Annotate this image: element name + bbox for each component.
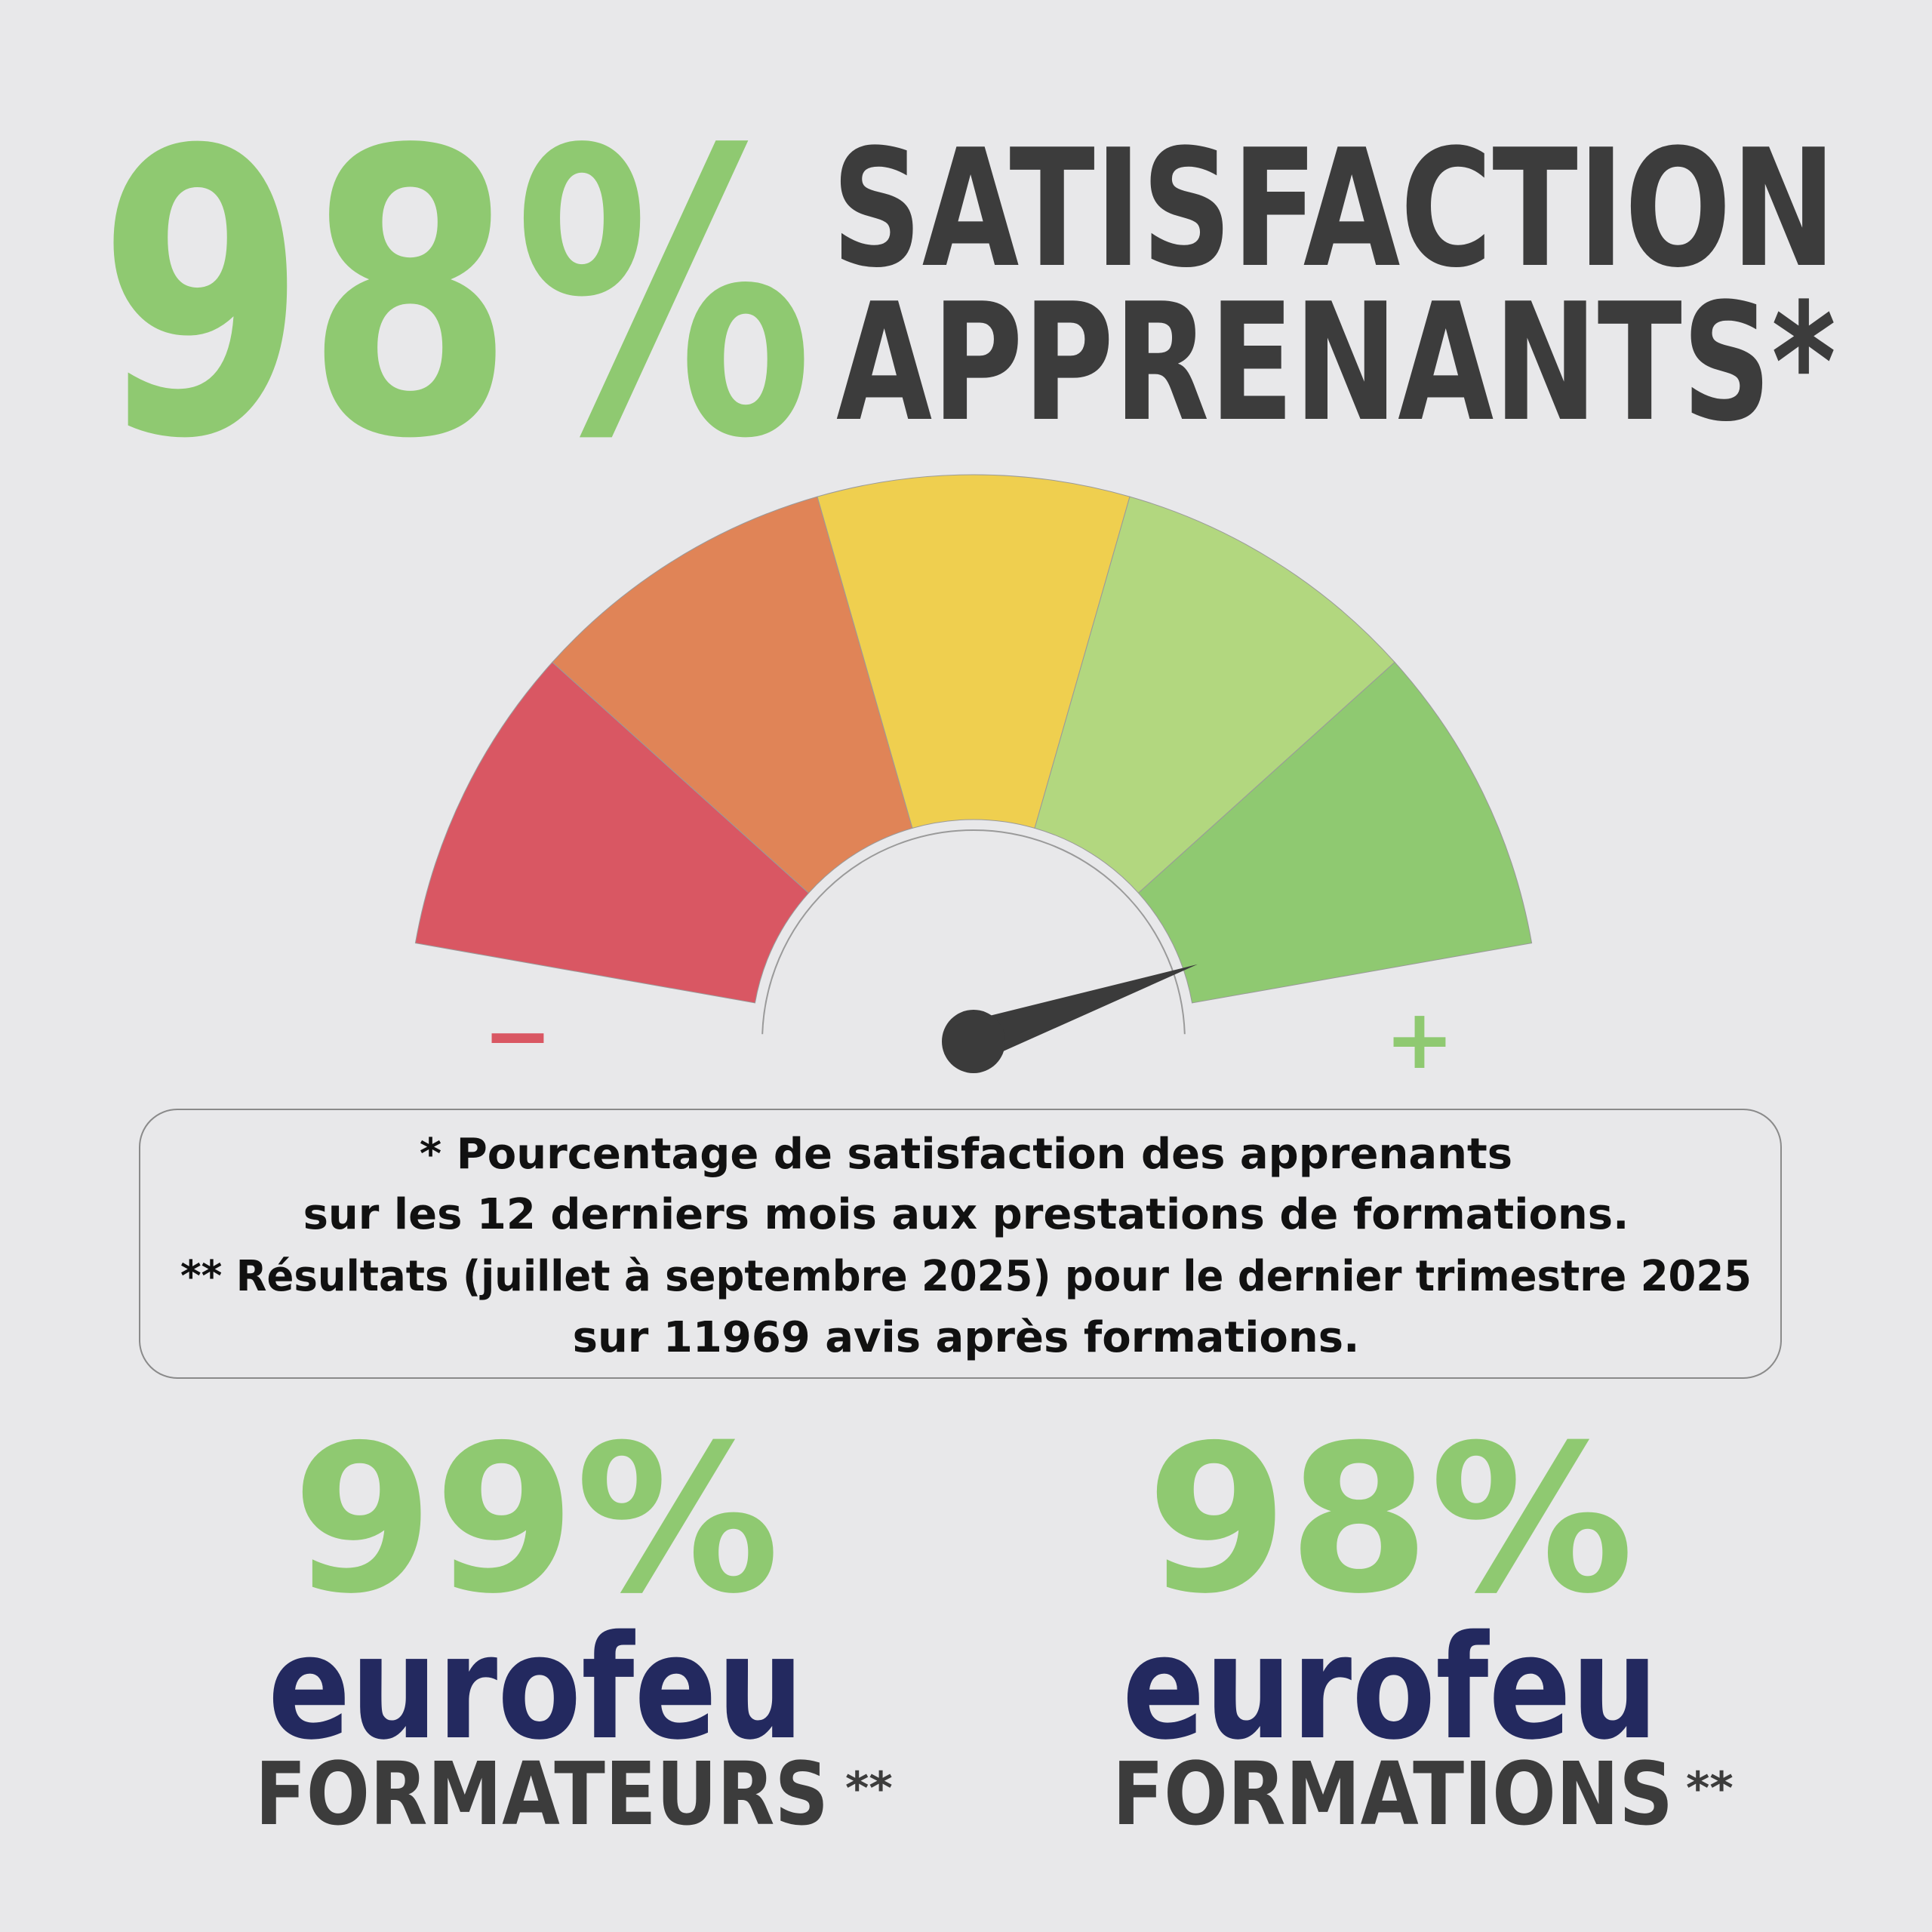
note-line: * Pourcentage de satisfaction des appren…	[420, 1130, 1512, 1179]
gauge	[414, 474, 1533, 1073]
gauge-segment	[1137, 661, 1533, 1004]
stat-footnote-mark: **	[845, 1762, 893, 1815]
gauge-min-label: −	[483, 987, 552, 1084]
note-box	[139, 1109, 1782, 1379]
stat-label: FORMATIONS	[1112, 1744, 1673, 1845]
gauge-segment	[1034, 496, 1395, 894]
gauge-segment	[552, 496, 913, 894]
headline-value: 98%	[98, 67, 814, 525]
headline-title: SATISFACTION	[832, 114, 1836, 303]
gauge-needle	[966, 964, 1198, 1062]
stat-footnote-mark: **	[1686, 1762, 1734, 1815]
brand-logo: eurofeu	[268, 1604, 804, 1771]
stat-label: FORMATEURS	[255, 1744, 829, 1845]
note-line: sur 11969 avis après formations.	[573, 1313, 1360, 1362]
note-line: ** Résultats (juillet à septembre 2025) …	[180, 1252, 1752, 1301]
brand-logo: eurofeu	[1122, 1604, 1658, 1771]
gauge-segment	[414, 661, 810, 1004]
note-line: sur les 12 derniers mois aux prestations…	[303, 1190, 1629, 1239]
stat-value: 99%	[292, 1401, 780, 1638]
gauge-max-label: +	[1385, 991, 1454, 1088]
stat-value: 98%	[1146, 1401, 1634, 1638]
gauge-segment	[817, 474, 1131, 829]
gauge-inner-ring	[761, 829, 1186, 1035]
headline-title: APPRENANTS*	[836, 268, 1836, 457]
gauge-hub	[942, 1010, 1005, 1073]
